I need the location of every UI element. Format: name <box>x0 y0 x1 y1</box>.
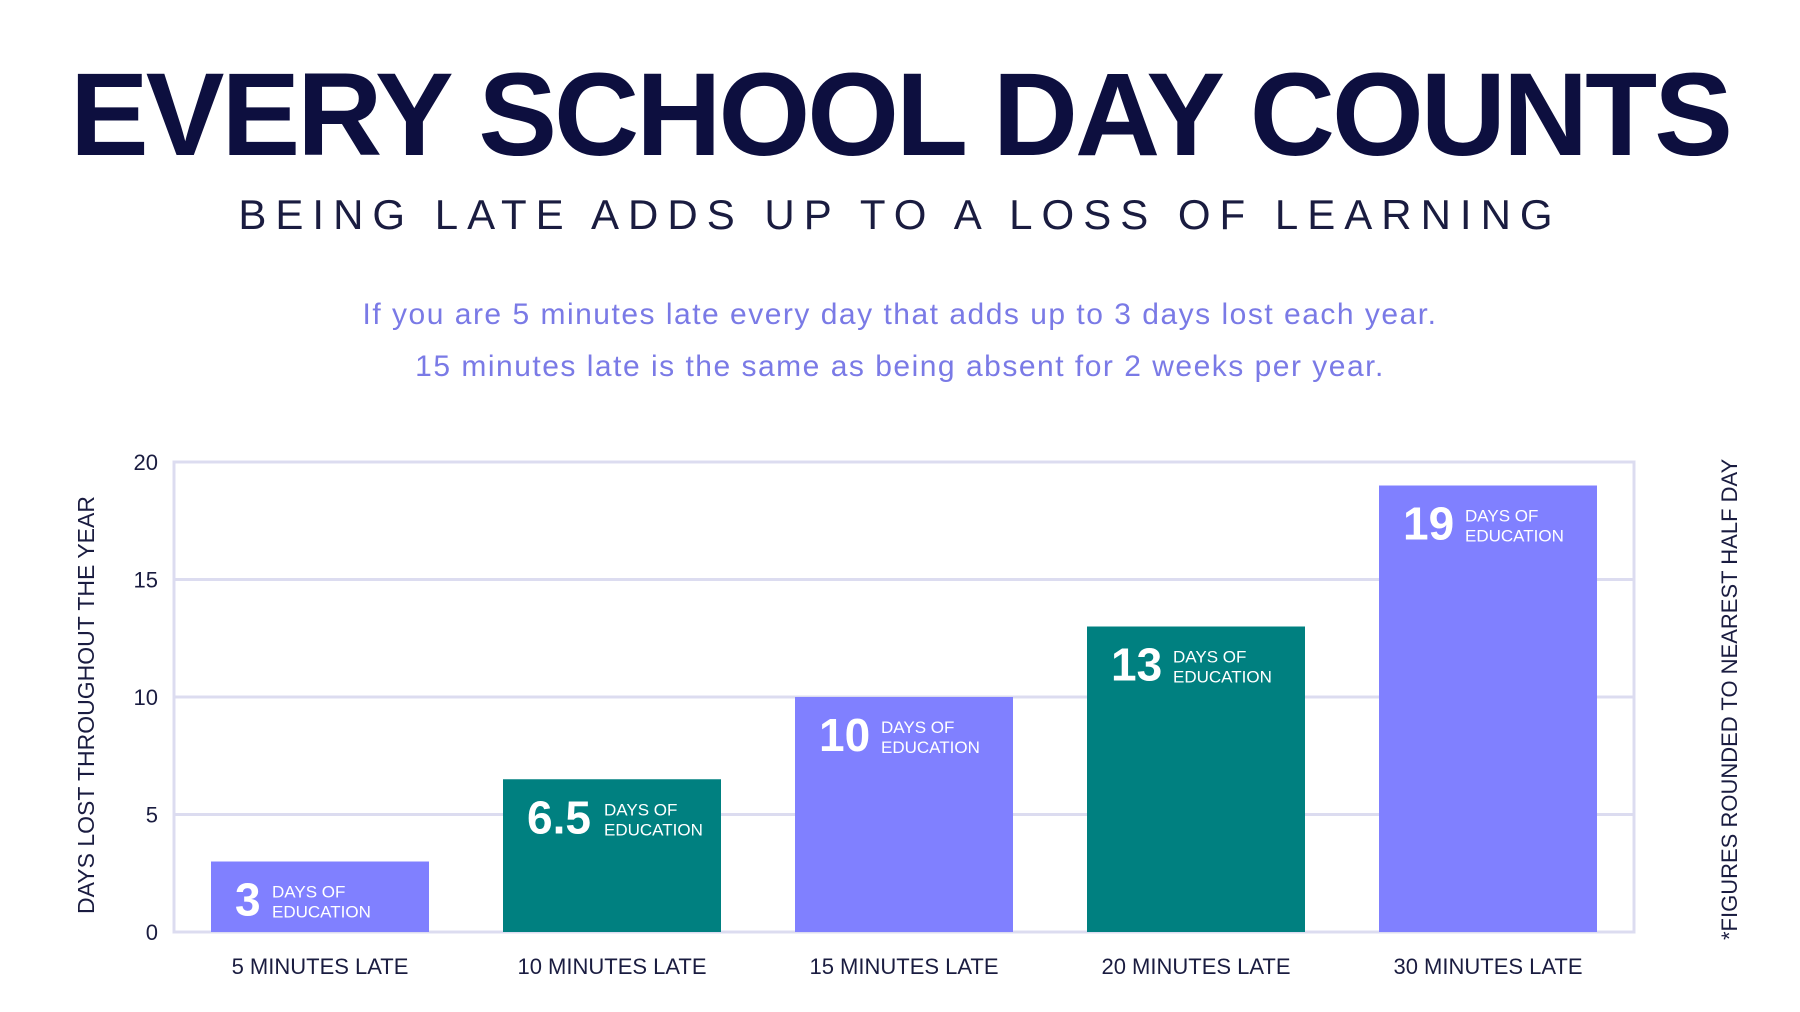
bar-value-label: 10 <box>819 709 870 761</box>
bar-value-label: 13 <box>1111 639 1162 691</box>
note-line-1: If you are 5 minutes late every day that… <box>362 298 1438 331</box>
chart-title: EVERY SCHOOL DAY COUNTS <box>70 49 1733 181</box>
x-category-label: 30 MINUTES LATE <box>1393 954 1582 979</box>
bar <box>795 697 1013 932</box>
x-category-label: 10 MINUTES LATE <box>517 954 706 979</box>
bar-unit-label: DAYS OF <box>1173 648 1246 667</box>
bar-unit-label: EDUCATION <box>1173 668 1272 687</box>
bar-value-label: 3 <box>235 874 261 926</box>
y-tick-label: 5 <box>146 803 158 828</box>
bar-unit-label: EDUCATION <box>881 738 980 757</box>
bar <box>211 861 429 932</box>
note-line-2: 15 minutes late is the same as being abs… <box>415 350 1385 383</box>
bar <box>1379 485 1597 932</box>
bar-unit-label: EDUCATION <box>272 903 371 922</box>
y-tick-label: 0 <box>146 920 158 945</box>
x-category-label: 5 MINUTES LATE <box>232 954 409 979</box>
bar-unit-label: DAYS OF <box>272 883 345 902</box>
x-category-label: 15 MINUTES LATE <box>809 954 998 979</box>
bar-unit-label: EDUCATION <box>1465 527 1564 546</box>
bar <box>503 779 721 932</box>
bar-unit-label: DAYS OF <box>881 718 954 737</box>
y-tick-label: 10 <box>134 685 158 710</box>
bar-unit-label: DAYS OF <box>1465 507 1538 526</box>
x-category-label: 20 MINUTES LATE <box>1101 954 1290 979</box>
bar <box>1087 626 1305 932</box>
y-tick-label: 15 <box>134 568 158 593</box>
chart-subtitle: BEING LATE ADDS UP TO A LOSS OF LEARNING <box>238 191 1562 238</box>
bar-value-label: 19 <box>1403 498 1454 550</box>
y-tick-label: 20 <box>134 450 158 475</box>
bar-unit-label: EDUCATION <box>604 820 703 839</box>
bar-value-label: 6.5 <box>527 791 591 843</box>
bar-unit-label: DAYS OF <box>604 800 677 819</box>
